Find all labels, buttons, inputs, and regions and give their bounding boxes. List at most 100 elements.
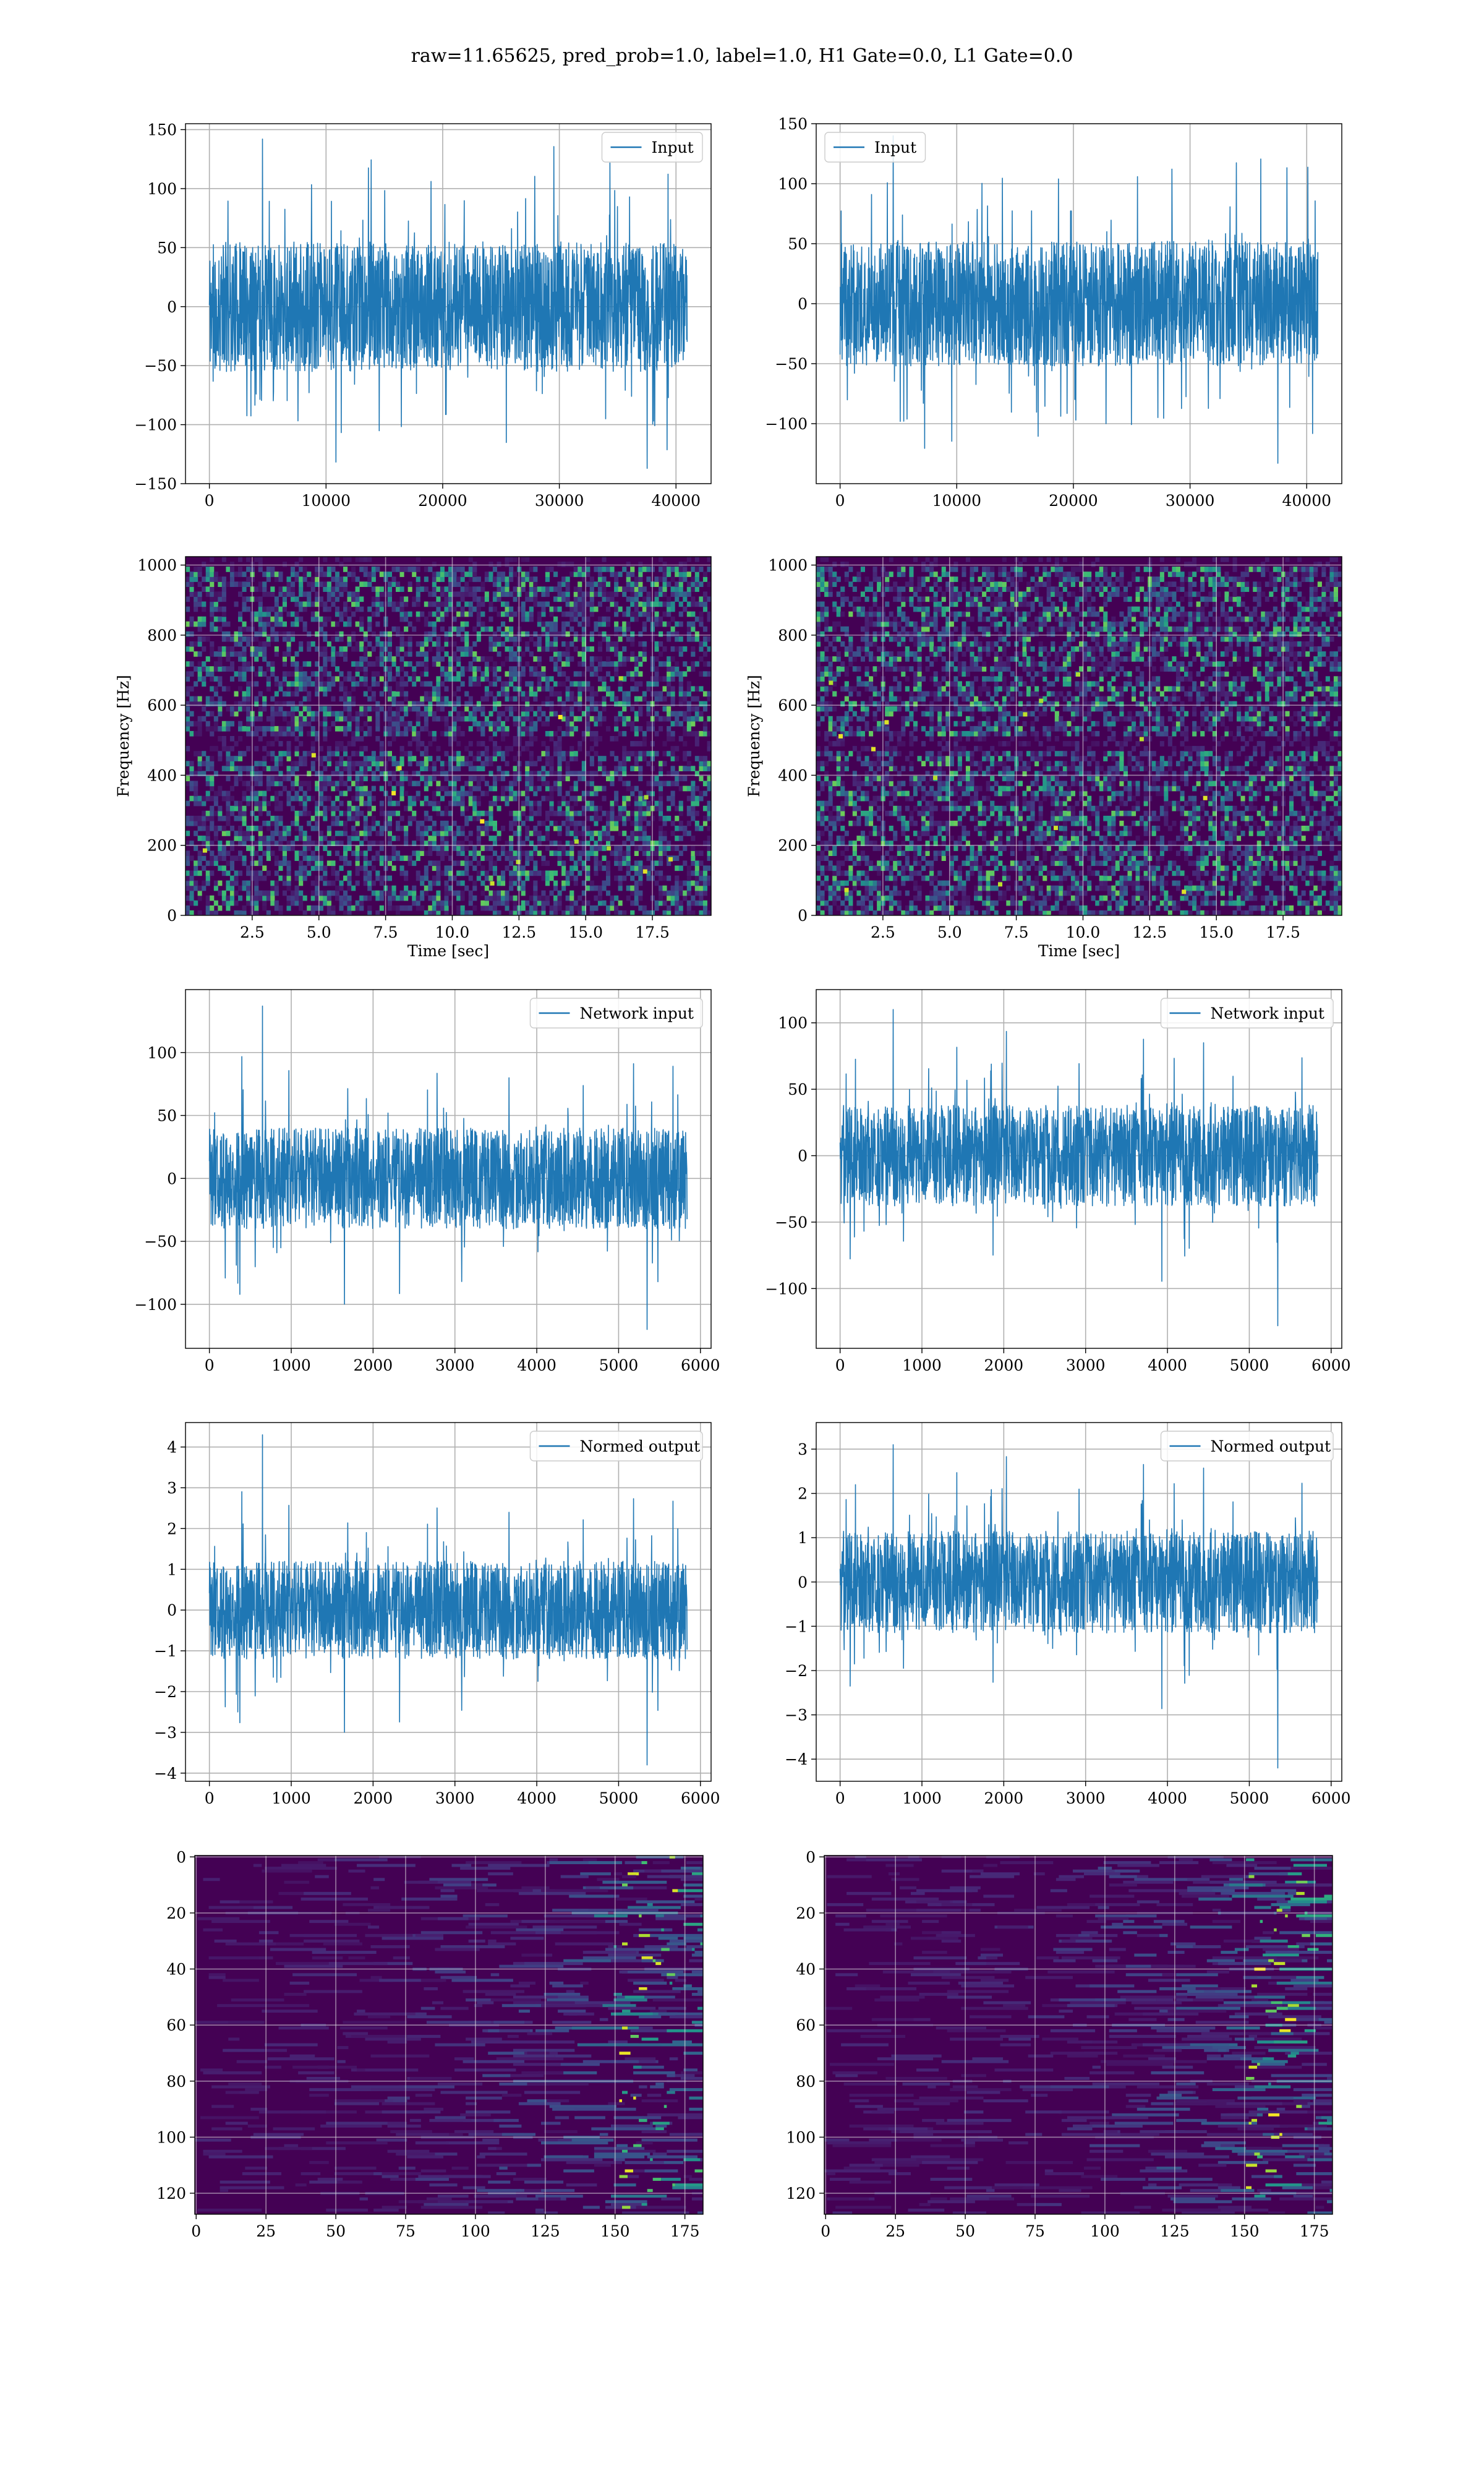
heatmap-cell bbox=[391, 905, 396, 911]
heatmap-cell bbox=[262, 621, 267, 627]
heatmap-cell bbox=[294, 562, 299, 567]
heatmap-cell bbox=[379, 756, 384, 761]
heatmap-cell bbox=[594, 666, 599, 672]
heatmap-cell bbox=[589, 836, 594, 841]
heatmap-cell bbox=[363, 800, 368, 807]
heatmap-cell bbox=[266, 810, 271, 816]
heatmap-cell bbox=[189, 870, 194, 876]
heatmap-cell bbox=[675, 646, 680, 652]
heatmap-cell bbox=[545, 826, 550, 831]
heatmap-cell bbox=[326, 606, 331, 612]
heatmap-cell bbox=[343, 890, 348, 896]
heatmap-cell bbox=[581, 671, 586, 677]
heatmap-cell bbox=[565, 656, 570, 662]
heatmap-cell bbox=[258, 890, 263, 896]
heatmap-cell bbox=[468, 790, 473, 797]
heatmap-cell bbox=[278, 771, 283, 777]
heatmap-cell bbox=[642, 586, 647, 592]
heatmap-cell bbox=[294, 661, 299, 667]
heatmap-cell bbox=[428, 826, 433, 831]
heatmap-cell bbox=[533, 696, 538, 702]
heatmap-cell bbox=[396, 810, 401, 816]
heatmap-cell bbox=[602, 591, 607, 597]
heatmap-cell bbox=[488, 562, 493, 567]
heatmap-cell bbox=[537, 641, 542, 647]
heatmap-cell bbox=[379, 890, 384, 896]
heatmap-cell bbox=[501, 771, 506, 777]
heatmap-cell bbox=[630, 586, 635, 592]
heatmap-cell bbox=[642, 865, 647, 871]
heatmap-cell bbox=[326, 746, 331, 751]
heatmap-cell bbox=[464, 845, 469, 851]
heatmap-cell bbox=[343, 895, 348, 901]
heatmap-cell bbox=[318, 616, 323, 622]
heatmap-cell bbox=[318, 646, 323, 652]
heatmap-cell bbox=[399, 656, 404, 662]
heatmap-cell bbox=[691, 601, 696, 607]
heatmap-cell bbox=[186, 676, 190, 682]
heatmap-cell bbox=[537, 681, 542, 687]
heatmap-cell bbox=[513, 771, 518, 777]
heatmap-cell bbox=[375, 870, 380, 876]
heatmap-cell bbox=[488, 890, 493, 896]
heatmap-cell bbox=[702, 571, 707, 577]
heatmap-cell bbox=[638, 726, 643, 732]
heatmap-cell bbox=[363, 850, 368, 856]
heatmap-cell bbox=[379, 676, 384, 682]
heatmap-cell bbox=[323, 895, 328, 901]
heatmap-cell bbox=[456, 686, 461, 692]
heatmap-cell bbox=[678, 591, 683, 597]
heatmap-cell bbox=[561, 870, 566, 876]
heatmap-cell bbox=[472, 795, 477, 802]
heatmap-cell bbox=[375, 711, 380, 717]
heatmap-cell bbox=[335, 771, 339, 777]
heatmap-cell bbox=[278, 761, 283, 766]
heatmap-cell bbox=[586, 721, 591, 727]
heatmap-cell bbox=[638, 661, 643, 667]
heatmap-cell bbox=[602, 810, 607, 816]
heatmap-cell bbox=[359, 776, 364, 782]
heatmap-cell bbox=[610, 810, 615, 816]
heatmap-cell bbox=[614, 860, 619, 867]
heatmap-cell bbox=[602, 766, 607, 771]
heatmap-cell bbox=[307, 836, 312, 841]
heatmap-cell bbox=[351, 716, 356, 722]
heatmap-cell bbox=[266, 895, 271, 901]
heatmap-cell bbox=[521, 820, 526, 826]
heatmap-cell bbox=[323, 810, 328, 816]
heatmap-cell bbox=[254, 716, 259, 722]
heatmap-cell bbox=[416, 850, 420, 856]
heatmap-cell bbox=[189, 885, 194, 891]
heatmap-cell bbox=[270, 671, 275, 677]
heatmap-cell bbox=[286, 870, 291, 876]
heatmap-cell bbox=[699, 581, 704, 587]
heatmap-cell bbox=[375, 895, 380, 901]
heatmap-cell bbox=[472, 676, 477, 682]
heatmap-cell bbox=[476, 776, 481, 782]
heatmap-cell bbox=[197, 601, 202, 607]
heatmap-cell bbox=[597, 676, 602, 682]
heatmap-cell bbox=[614, 621, 619, 627]
heatmap-cell bbox=[294, 651, 299, 657]
heatmap-cell bbox=[529, 681, 534, 687]
heatmap-cell bbox=[480, 621, 485, 627]
heatmap-cell bbox=[355, 795, 360, 802]
heatmap-cell bbox=[589, 756, 594, 761]
heatmap-cell bbox=[262, 586, 267, 592]
heatmap-cell bbox=[407, 805, 412, 811]
heatmap-cell bbox=[561, 651, 566, 657]
heatmap-cell bbox=[683, 730, 688, 737]
heatmap-cell bbox=[213, 576, 218, 582]
heatmap-cell bbox=[492, 591, 497, 597]
heatmap-cell bbox=[586, 711, 591, 717]
heatmap-cell bbox=[363, 880, 368, 886]
heatmap-cell bbox=[557, 895, 562, 901]
heatmap-cell bbox=[299, 730, 304, 737]
heatmap-cell bbox=[355, 805, 360, 811]
heatmap-cell bbox=[323, 766, 328, 771]
heatmap-cell bbox=[375, 611, 380, 617]
heatmap-cell bbox=[553, 730, 558, 737]
heatmap-cell bbox=[399, 746, 404, 751]
heatmap-cell bbox=[331, 836, 336, 841]
heatmap-cell bbox=[404, 751, 409, 756]
